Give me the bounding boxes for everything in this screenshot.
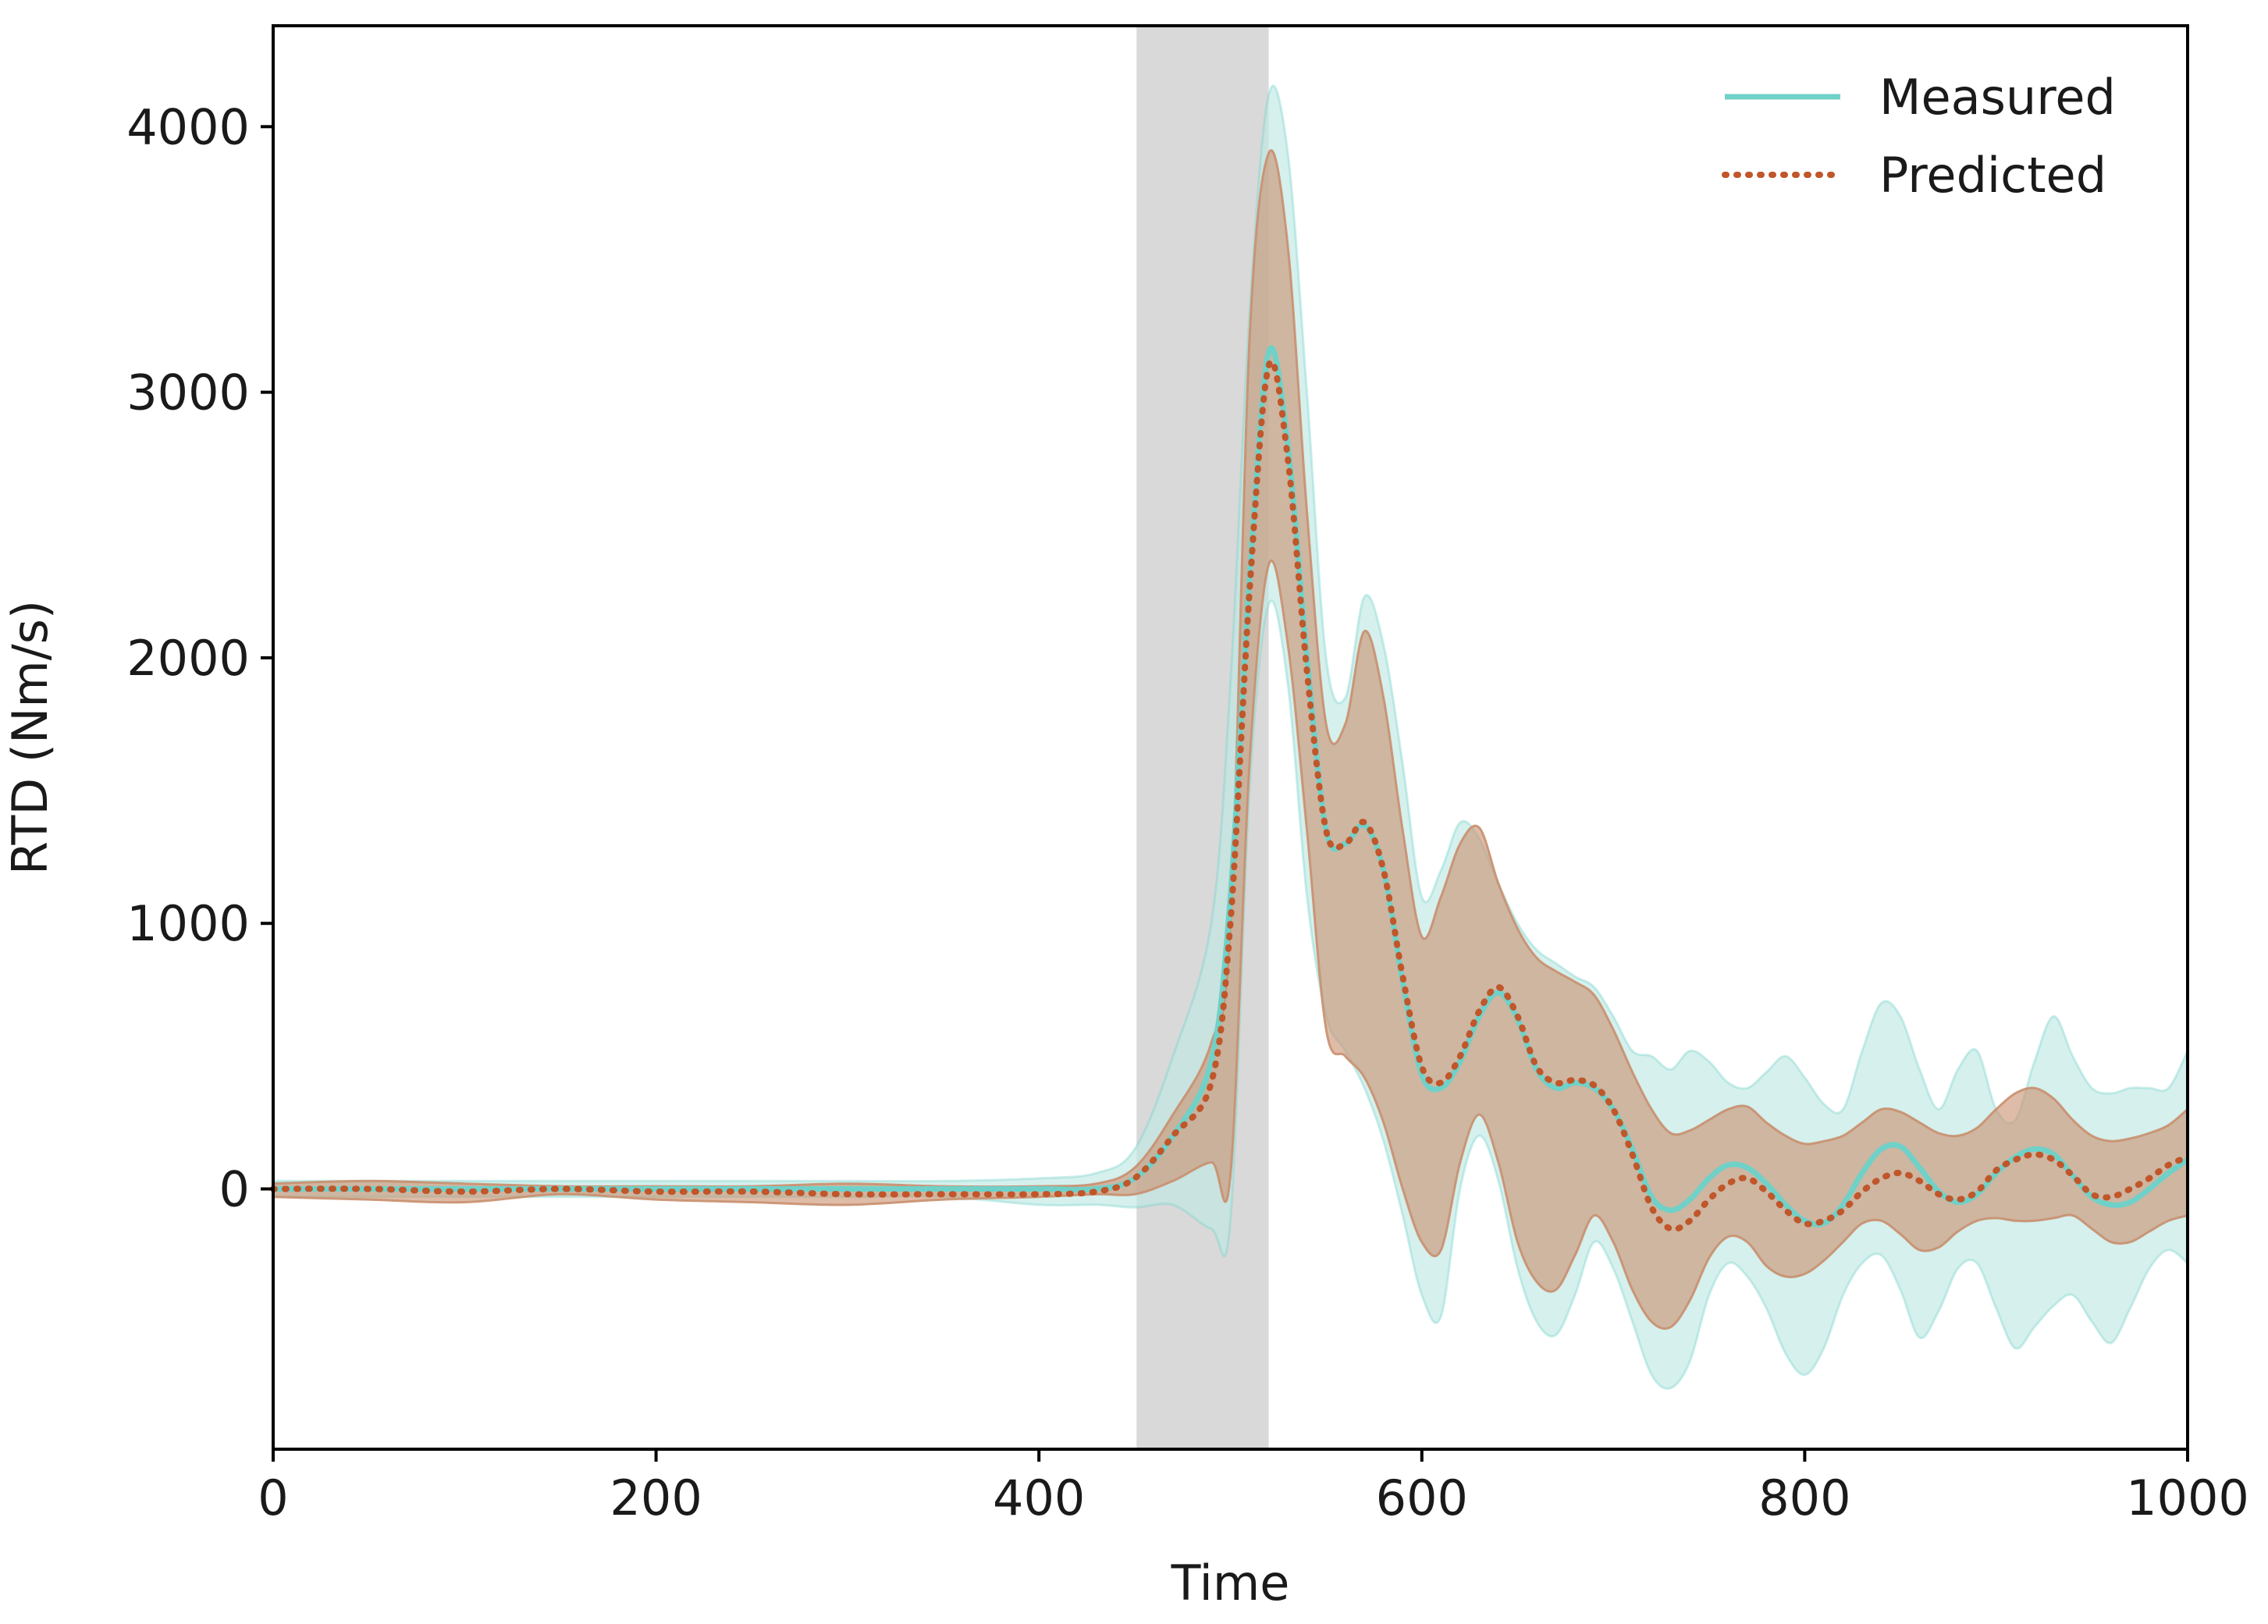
x-axis-label: Time: [1171, 1555, 1290, 1612]
x-tick-label: 0: [258, 1469, 288, 1526]
legend-label-predicted: Predicted: [1879, 147, 2106, 204]
y-tick-label: 1000: [126, 895, 250, 952]
x-tick-label: 600: [1376, 1469, 1468, 1526]
predicted-line: [270, 357, 2191, 1233]
predicted-band: [272, 149, 2189, 1330]
x-tick-label: 800: [1758, 1469, 1850, 1526]
measured-line: [272, 345, 2189, 1228]
ticks-layer: 0 200 400 600 800 1000 0 1000 2000 3000 4000: [126, 98, 2249, 1526]
x-tick-label: 1000: [2126, 1469, 2249, 1526]
x-tick-label: 200: [610, 1469, 702, 1526]
y-axis-label: RTD (Nm/s): [2, 600, 59, 875]
confidence-bands-layer: [272, 84, 2189, 1390]
legend: Measured Predicted: [1722, 69, 2116, 204]
y-tick-label: 2000: [126, 630, 250, 687]
legend-label-measured: Measured: [1879, 69, 2116, 126]
y-tick-label: 3000: [126, 364, 250, 421]
y-tick-label: 0: [219, 1161, 250, 1218]
axes-layer: [272, 24, 2189, 1451]
y-tick-label: 4000: [126, 98, 250, 155]
series-lines-layer: [270, 345, 2191, 1233]
measured-band: [272, 84, 2189, 1390]
x-tick-label: 400: [993, 1469, 1085, 1526]
plot-frame: [272, 24, 2189, 1451]
